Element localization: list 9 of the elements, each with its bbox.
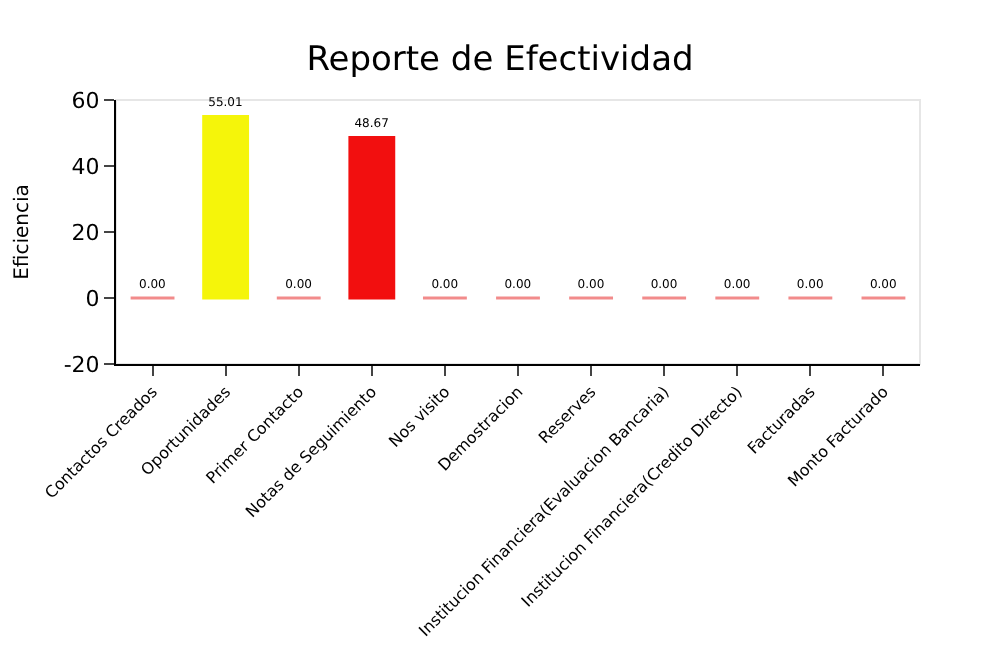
- y-tick-label: 20: [71, 219, 100, 246]
- y-axis-title: Eficiencia: [11, 184, 34, 280]
- y-tick-label: -20: [63, 351, 100, 378]
- bar: [348, 135, 396, 300]
- bar: [202, 114, 250, 300]
- chart-title: Reporte de Efectividad: [306, 40, 694, 80]
- y-tick-label: 0: [85, 285, 100, 312]
- y-tick-label: 40: [71, 153, 100, 180]
- y-tick-label: 60: [71, 87, 100, 114]
